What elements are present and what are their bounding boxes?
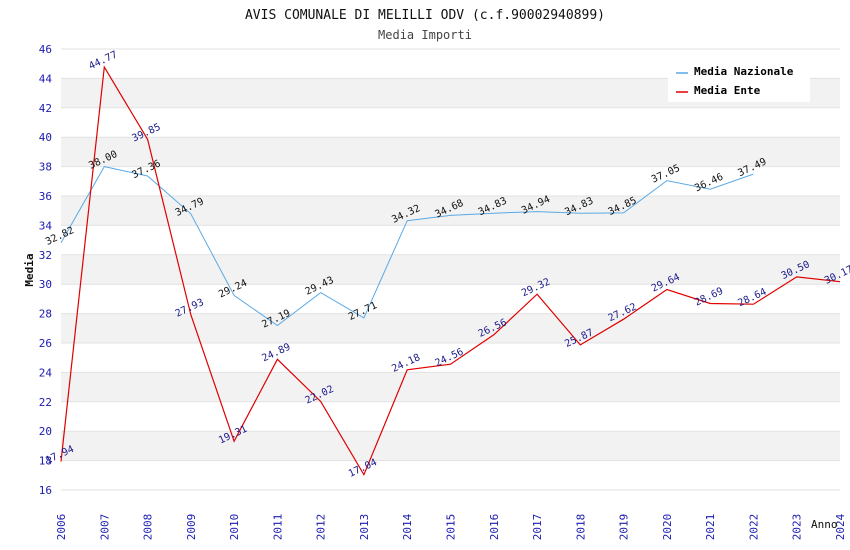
grid-bands (61, 49, 840, 490)
x-tick-label: 2022 (747, 514, 760, 541)
grid-band (61, 460, 840, 490)
x-tick-label: 2007 (98, 514, 111, 541)
grid-band (61, 196, 840, 226)
grid-band (61, 401, 840, 432)
y-tick-label: 22 (39, 396, 52, 409)
chart-title: AVIS COMUNALE DI MELILLI ODV (c.f.900029… (245, 8, 605, 23)
y-tick-label: 28 (39, 308, 52, 321)
x-tick-label: 2019 (618, 514, 631, 541)
x-tick-label: 2024 (834, 513, 847, 540)
series-line-ente (60, 65, 841, 477)
legend-label-ente: Media Ente (694, 84, 761, 97)
grid-band (61, 137, 840, 167)
y-tick-label: 34 (39, 219, 53, 232)
y-tick-label: 40 (39, 131, 52, 144)
x-tick-label: 2008 (142, 514, 155, 541)
y-axis-ticks: 16 18 20 22 24 26 28 30 32 34 36 38 40 42 44 46 (39, 43, 53, 497)
legend-box (668, 58, 810, 102)
x-tick-label: 2023 (791, 514, 804, 541)
grid-band (61, 166, 840, 196)
grid-band (61, 284, 840, 314)
x-axis-label: Anno (811, 518, 838, 531)
x-tick-label: 2021 (704, 514, 717, 541)
x-tick-label: 2017 (531, 514, 544, 541)
grid-band (61, 254, 840, 285)
x-axis-ticks: 2006 2007 2008 2009 2010 2011 2012 2013 2014 2015… (55, 513, 847, 540)
grid-band (61, 431, 840, 461)
y-tick-label: 20 (39, 425, 52, 438)
y-tick-label: 38 (39, 161, 52, 174)
series-line-nazionale (60, 166, 754, 327)
y-tick-label: 44 (39, 72, 53, 85)
y-tick-label: 42 (39, 102, 52, 115)
grid-band (61, 107, 840, 138)
y-tick-label: 30 (39, 278, 52, 291)
y-tick-label: 26 (39, 337, 52, 350)
grid-band (61, 343, 840, 373)
grid-band (61, 372, 840, 402)
x-tick-label: 2015 (445, 514, 458, 541)
y-tick-label: 36 (39, 190, 52, 203)
grid-lines (61, 48, 840, 491)
legend-label-nazionale: Media Nazionale (694, 65, 794, 78)
x-tick-label: 2009 (185, 514, 198, 541)
x-tick-label: 2018 (574, 514, 587, 541)
chart-subtitle: Media Importi (378, 28, 472, 42)
x-tick-label: 2006 (55, 514, 68, 541)
grid-band (61, 225, 840, 255)
y-axis-label: Media (23, 253, 36, 286)
legend: Media Nazionale Media Ente (668, 58, 810, 102)
y-tick-label: 18 (39, 455, 52, 468)
grid-band (61, 313, 840, 343)
x-tick-label: 2014 (401, 513, 414, 540)
y-tick-label: 32 (39, 249, 52, 262)
series-lines (60, 65, 841, 477)
y-tick-label: 24 (39, 366, 53, 379)
y-tick-label: 16 (39, 484, 52, 497)
y-tick-label: 46 (39, 43, 52, 56)
x-tick-label: 2020 (661, 514, 674, 541)
x-tick-label: 2010 (228, 514, 241, 541)
x-tick-label: 2016 (488, 514, 501, 541)
x-tick-label: 2013 (358, 514, 371, 541)
x-tick-label: 2011 (271, 514, 284, 541)
x-tick-label: 2012 (315, 514, 328, 541)
